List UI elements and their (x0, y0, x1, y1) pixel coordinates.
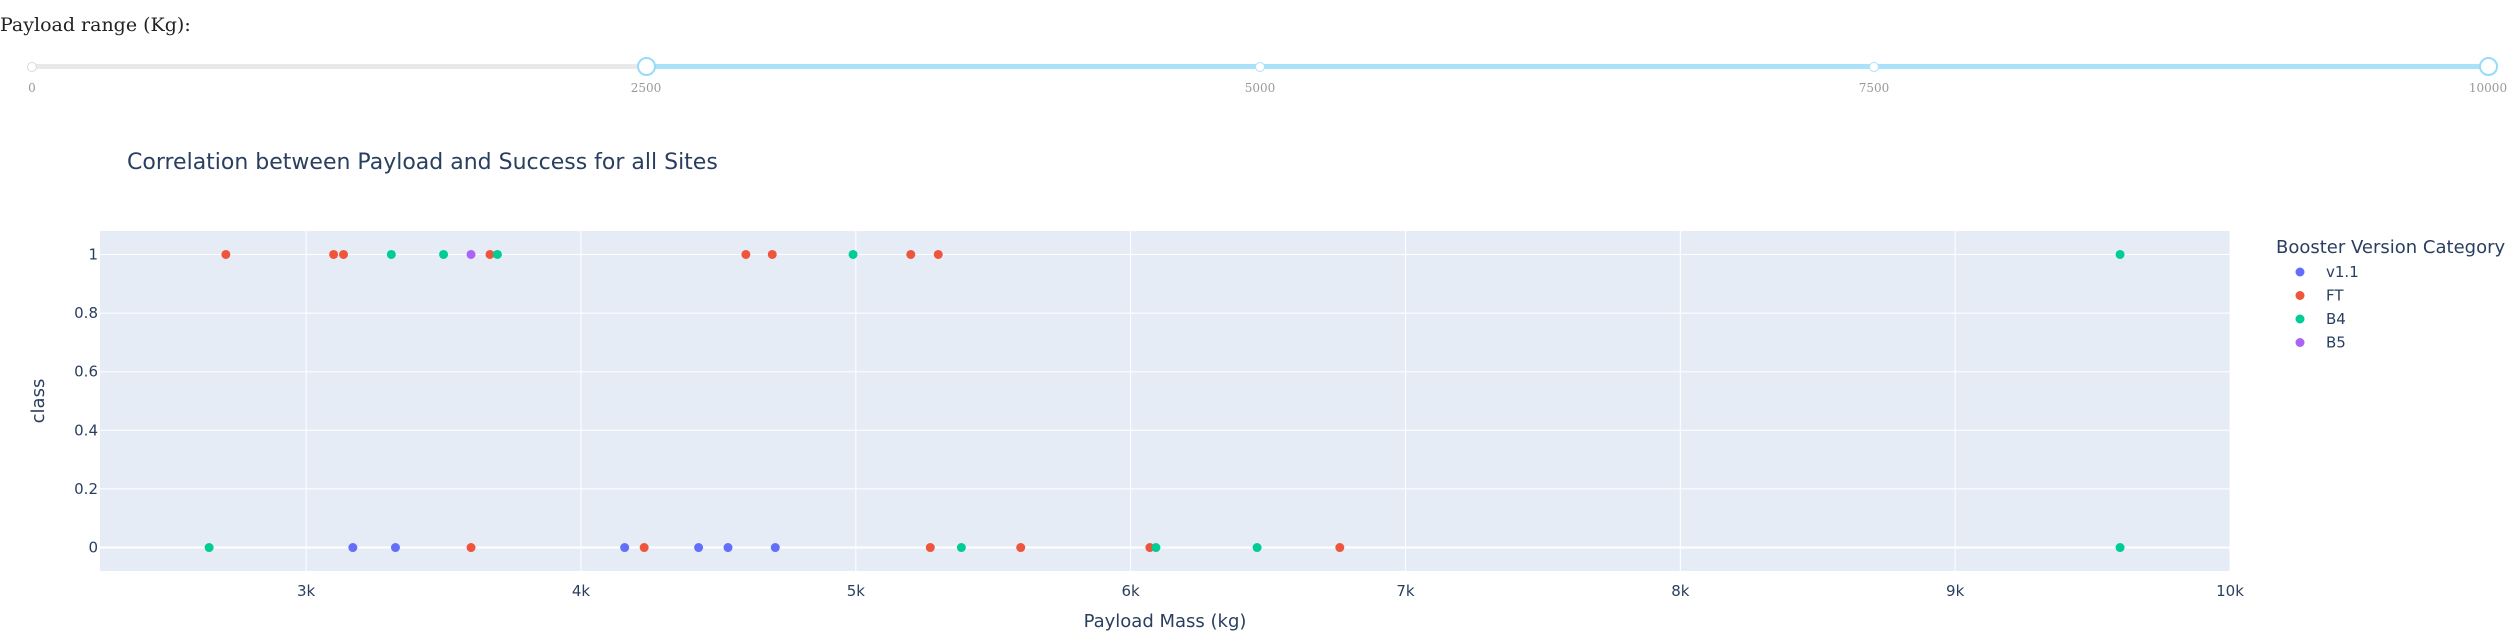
data-point-ft (485, 249, 495, 259)
legend-marker-b4 (2295, 314, 2305, 324)
x-tick-label: 10k (2216, 582, 2244, 600)
data-point-b4 (1151, 543, 1161, 553)
data-point-ft (1016, 543, 1026, 553)
data-point-b4 (439, 249, 449, 259)
y-axis-title: class (28, 379, 49, 424)
data-point-ft (329, 249, 339, 259)
data-point-v1-1 (348, 543, 358, 553)
x-tick-label: 9k (1946, 582, 1965, 600)
data-point-b4 (2115, 249, 2125, 259)
slider-selected-range[interactable] (646, 64, 2488, 69)
slider-mark-label: 7500 (1858, 81, 1890, 95)
data-point-ft (1335, 543, 1345, 553)
data-point-b4 (2115, 543, 2125, 553)
data-point-ft (933, 249, 943, 259)
y-tick-label: 1 (88, 245, 98, 263)
data-point-v1-1 (390, 543, 400, 553)
legend-marker-b5 (2295, 338, 2305, 347)
x-tick-label: 7k (1396, 582, 1415, 600)
data-point-ft (221, 249, 231, 259)
x-tick-label: 6k (1122, 582, 1141, 600)
data-point-v1-1 (723, 543, 733, 553)
legend-marker-v1-1 (2295, 267, 2305, 277)
data-point-b4 (1252, 543, 1262, 553)
x-tick-label: 5k (847, 582, 866, 600)
data-point-b5 (466, 249, 476, 259)
slider-mark-dot[interactable] (1255, 62, 1265, 72)
data-point-ft (339, 249, 349, 259)
x-tick-label: 4k (572, 582, 591, 600)
data-point-v1-1 (694, 543, 704, 553)
y-tick-label: 0.4 (74, 421, 98, 439)
legend-marker-ft (2295, 291, 2305, 300)
data-point-ft (767, 249, 777, 259)
legend-title: Booster Version Category (2276, 237, 2505, 258)
chart-title: Correlation between Payload and Success … (127, 150, 718, 175)
x-axis-title: Payload Mass (kg) (1084, 611, 1247, 632)
data-point-b4 (848, 249, 858, 259)
data-point-ft (906, 249, 916, 259)
data-point-b4 (956, 543, 966, 553)
data-point-ft (639, 543, 649, 553)
data-point-b4 (492, 249, 502, 259)
data-point-v1-1 (620, 543, 630, 553)
x-tick-label: 3k (297, 582, 316, 600)
x-tick-label: 8k (1671, 582, 1690, 600)
legend-entry-ft: FT (2326, 287, 2344, 305)
y-tick-label: 0.6 (74, 363, 98, 381)
legend-entry-v1-1: v1.1 (2326, 263, 2359, 281)
slider-mark-label: 2500 (630, 81, 662, 95)
data-point-b4 (204, 543, 214, 553)
data-point-ft (741, 249, 751, 259)
slider-handle-low[interactable] (637, 57, 656, 76)
slider-mark-label: 10000 (2468, 81, 2508, 95)
data-point-ft (925, 543, 935, 553)
data-point-b4 (386, 249, 396, 259)
slider-mark-label: 5000 (1244, 81, 1276, 95)
slider-mark-label: 0 (28, 81, 36, 95)
plot-area (100, 231, 2230, 571)
legend-entry-b5: B5 (2326, 334, 2346, 352)
y-tick-label: 0 (88, 539, 98, 557)
legend-entry-b4: B4 (2326, 310, 2346, 328)
data-point-v1-1 (770, 543, 780, 553)
payload-success-scatter-chart: Correlation between Payload and Success … (28, 150, 2505, 632)
slider-handle-high[interactable] (2479, 57, 2498, 76)
y-tick-label: 0.2 (74, 480, 98, 498)
y-tick-label: 0.8 (74, 304, 98, 322)
slider-mark-dot[interactable] (1869, 62, 1879, 72)
slider-mark-dot[interactable] (27, 62, 37, 72)
payload-range-label: Payload range (Kg): (0, 14, 191, 36)
data-point-ft (466, 543, 476, 553)
